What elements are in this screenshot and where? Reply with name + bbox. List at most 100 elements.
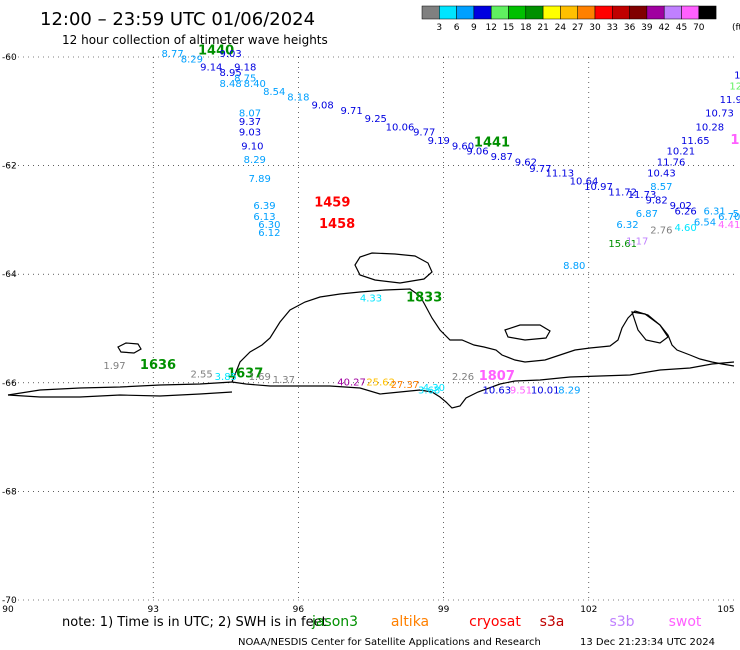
legend-note: note: 1) Time is in UTC; 2) SWH is in fe…	[62, 615, 327, 630]
wave-height-label: 9.37	[239, 117, 261, 128]
scale-unit: (ft)	[732, 23, 740, 33]
scale-swatch	[629, 5, 648, 20]
scale-label: 70	[693, 23, 705, 33]
scale-swatch	[560, 5, 578, 20]
lon-tick-label: 93	[147, 605, 158, 615]
wave-height-label: 10.01	[531, 386, 560, 397]
scale-label: 6	[454, 23, 460, 33]
wave-height-label: 9.19	[428, 136, 450, 147]
map-subtitle: 12 hour collection of altimeter wave hei…	[62, 33, 328, 47]
pass-time-label: 1459	[314, 195, 350, 210]
wave-height-label: 11.13	[545, 169, 574, 180]
wave-height-label: 10.28	[695, 122, 724, 133]
lat-tick-label: -62	[2, 162, 17, 172]
wave-height-label: 9.71	[340, 106, 362, 117]
scale-swatch	[456, 5, 475, 20]
scale-swatch	[612, 5, 630, 20]
coastline	[7, 252, 735, 409]
wave-height-color-scale: 3 6 9 12 15 18 21 24 27 30 33 36 39 42 45 70	[421, 5, 717, 33]
wave-height-label: 8.48	[219, 79, 241, 90]
wave-height-label: 8.80	[563, 261, 585, 272]
wave-height-label: 6.39	[253, 201, 275, 212]
wave-height-label: 8.54	[263, 87, 285, 98]
scale-label: 45	[676, 23, 687, 33]
wave-height-label: 10.21	[666, 147, 695, 158]
wave-height-label: 6.70	[718, 212, 740, 223]
wave-height-label: 1.17	[626, 236, 648, 247]
wave-height-label: 8.18	[287, 92, 309, 103]
lat-tick-label: -68	[2, 487, 17, 497]
lon-tick-label: 102	[580, 605, 597, 615]
wave-height-label: 11.50	[734, 71, 740, 82]
wave-height-label: 1.37	[273, 375, 295, 386]
wave-height-label: 40.27	[337, 378, 366, 389]
scale-label: 21	[537, 23, 548, 33]
wave-height-label: 6.54	[694, 217, 716, 228]
wave-height-label: 8.40	[244, 79, 266, 90]
satellite-legend-item: s3a	[540, 614, 565, 630]
wave-height-label: 3.85	[215, 372, 237, 383]
wave-height-label: 9.03	[239, 128, 261, 139]
wave-height-label: 9.08	[311, 101, 333, 112]
pass-time-label: 1807	[479, 369, 515, 384]
wave-height-label: 11.72	[608, 188, 637, 199]
scale-swatch	[663, 5, 682, 20]
wave-height-label: 8.07	[239, 109, 261, 120]
wave-height-label: 6.30	[258, 220, 280, 231]
scale-swatch	[577, 5, 596, 20]
scale-swatch	[681, 5, 700, 20]
wave-height-label: 11.92	[720, 95, 740, 106]
wave-height-label: 9.77	[529, 164, 551, 175]
scale-label: 18	[520, 23, 532, 33]
wave-height-label: 9.25	[365, 114, 387, 125]
scale-swatch	[473, 5, 492, 20]
scale-swatch	[490, 5, 509, 20]
satellite-legend-item: altika	[391, 614, 429, 630]
wave-height-label: 9.87	[491, 152, 513, 163]
scale-label: 12	[485, 23, 496, 33]
wave-height-label: 11.73	[628, 190, 657, 201]
wave-height-label: 12.54	[729, 82, 740, 93]
scale-label: 39	[641, 23, 653, 33]
island-4	[631, 311, 669, 344]
ice-shelf-edge	[231, 361, 735, 409]
pass-time-label: 1441	[474, 136, 510, 151]
wave-height-label: 6.87	[636, 209, 658, 220]
wave-height-label: 3.68	[418, 386, 440, 397]
wave-height-label: 4.30	[423, 383, 445, 394]
lat-tick-label: -60	[2, 53, 17, 63]
wave-height-label: 10.73	[705, 109, 734, 120]
plot-frame	[8, 57, 734, 600]
wave-height-label: 9.60	[452, 141, 474, 152]
wave-height-label: 2.26	[452, 372, 474, 383]
island-2	[117, 342, 142, 354]
map-title: 12:00 – 23:59 UTC 01/06/2024	[40, 9, 315, 30]
wave-height-label: 8.29	[244, 155, 266, 166]
pass-time-label: 1440	[198, 43, 234, 58]
wave-height-label: 10.64	[570, 177, 599, 188]
pass-time-label: 1458	[319, 217, 355, 232]
wave-height-label: 9.02	[670, 201, 692, 212]
satellite-legend: jason3 altika cryosat s3a s3b swot	[311, 614, 702, 630]
wave-height-label: 15.61	[608, 239, 637, 250]
scale-label: 9	[471, 23, 477, 33]
wave-height-label: 2.76	[650, 226, 672, 237]
scale-swatch	[421, 5, 440, 20]
wave-height-label: 1.69	[249, 372, 271, 383]
wave-height-label: 6.26	[674, 207, 696, 218]
wave-height-label: 9.62	[515, 158, 537, 169]
wave-height-label: 8.75	[234, 73, 256, 84]
wave-height-label: 1.97	[103, 361, 125, 372]
wave-height-label: 9.77	[413, 128, 435, 139]
wave-height-label: 8.29	[181, 54, 203, 65]
wave-height-label: 4.41	[718, 220, 740, 231]
scale-swatch	[646, 5, 665, 20]
lat-tick-label: -64	[2, 270, 17, 280]
lat-tick-label: -66	[2, 379, 17, 389]
wave-height-label: 2.55	[190, 369, 212, 380]
scale-label: 33	[607, 23, 618, 33]
satellite-legend-item: cryosat	[469, 614, 521, 630]
